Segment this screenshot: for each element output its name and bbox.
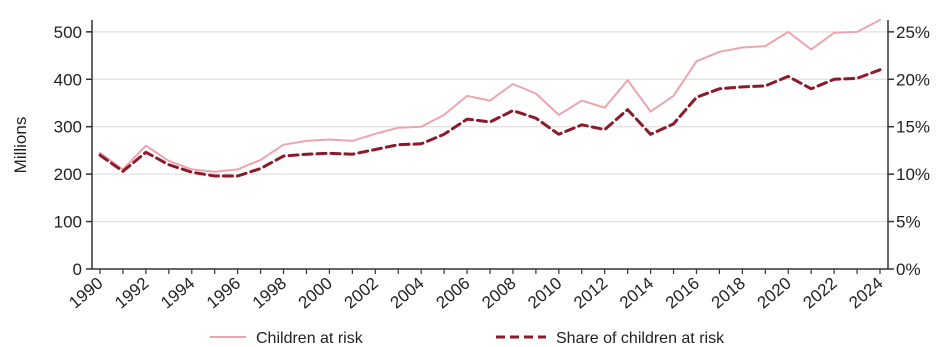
x-tick-label: 1996 [203,274,244,313]
x-tick-label: 1990 [65,274,106,313]
right-tick-label: 20% [896,70,930,89]
x-tick-label: 2002 [341,274,382,313]
x-tick-label: 2010 [524,274,565,313]
legend-label-children-at-risk: Children at risk [256,330,364,347]
left-tick-label: 200 [54,165,82,184]
x-tick-label: 2024 [845,274,886,313]
y-axis-title: Millions [11,117,30,174]
right-tick-label: 10% [896,165,930,184]
legend-label-share-of-children-at-risk: Share of children at risk [556,330,725,347]
series-line-share-of-children-at-risk [98,68,882,178]
left-tick-label: 500 [54,23,82,42]
x-axis-ticks: 1990 1992 1994 1996 1998 2000 2002 2004 2006 2008… [65,269,887,313]
right-tick-label: 25% [896,23,930,42]
x-tick-label: 2008 [478,274,519,313]
x-tick-label: 1992 [111,274,152,313]
x-tick-label: 2020 [754,274,795,313]
right-y-axis-ticks: 0% 5% 10% 15% 20% 25% [888,23,930,279]
left-tick-label: 100 [54,213,82,232]
gridlines [92,31,888,223]
x-tick-label: 2004 [387,274,428,313]
right-tick-label: 5% [896,213,921,232]
x-tick-label: 2016 [662,274,703,313]
right-tick-label: 0% [896,260,921,279]
x-tick-label: 2022 [799,274,840,313]
left-tick-label: 300 [54,118,82,137]
left-tick-label: 0 [73,260,82,279]
right-tick-label: 15% [896,118,930,137]
left-tick-label: 400 [54,70,82,89]
x-tick-label: 2000 [295,274,336,313]
x-tick-label: 2012 [570,274,611,313]
x-tick-label: 1994 [157,274,198,313]
x-tick-label: 2006 [432,274,473,313]
x-tick-label: 1998 [249,274,290,313]
x-tick-label: 2018 [708,274,749,313]
left-y-axis-ticks: 0 100 200 300 400 500 [54,23,92,279]
series-lines [98,19,882,178]
x-tick-label: 2014 [616,274,657,313]
legend: Children at risk Share of children at ri… [210,330,725,347]
axes [91,20,889,270]
series-line-children-at-risk [99,19,881,173]
